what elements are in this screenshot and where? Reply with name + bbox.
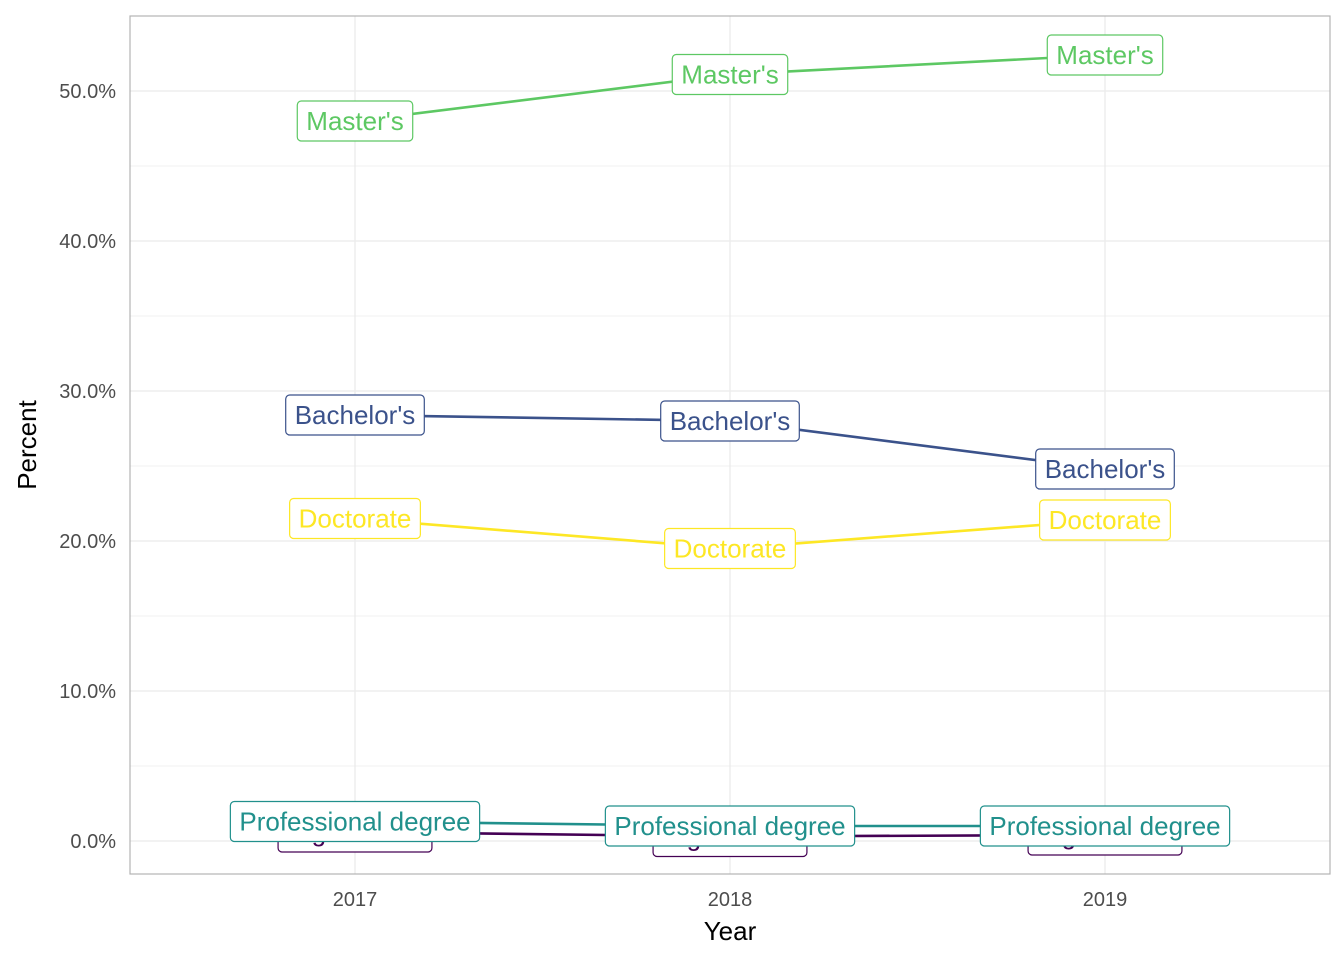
x-tick-label: 2017: [333, 889, 378, 911]
point-label-text: Professional degree: [989, 811, 1220, 841]
y-tick-label: 40.0%: [59, 231, 116, 253]
point-label-text: Bachelor's: [295, 400, 416, 430]
panel-border: [129, 15, 1331, 875]
series-point-labels: High schoolHigh schoolHigh schoolBachelo…: [229, 34, 1231, 858]
point-label-text: Bachelor's: [670, 406, 791, 436]
point-label: Master's: [1046, 34, 1164, 76]
point-label-text: Professional degree: [239, 807, 470, 837]
point-label-text: Bachelor's: [1045, 454, 1166, 484]
x-axis-title: Year: [704, 916, 757, 946]
point-label: Professional degree: [604, 805, 856, 847]
point-label-box: [664, 527, 796, 570]
point-label-text: Doctorate: [1049, 505, 1162, 535]
y-tick-label: 50.0%: [59, 81, 116, 103]
x-axis-ticks: 2017 2018 2019: [333, 889, 1128, 911]
point-label-box: [604, 805, 856, 847]
point-label: Bachelor's: [285, 394, 425, 436]
point-label: Professional degree: [229, 800, 481, 843]
point-label-box: [285, 394, 425, 436]
y-tick-label: 0.0%: [70, 831, 116, 853]
y-axis-title: Percent: [12, 399, 42, 489]
point-label-text: Professional degree: [614, 811, 845, 841]
x-tick-label: 2019: [1083, 889, 1128, 911]
y-axis-ticks: 0.0% 10.0% 20.0% 30.0% 40.0% 50.0%: [59, 81, 116, 853]
point-label-box: [1035, 448, 1175, 490]
point-label: Bachelor's: [660, 400, 800, 442]
point-label-text: Doctorate: [674, 534, 787, 564]
point-label: Doctorate: [1039, 499, 1171, 541]
y-tick-label: 20.0%: [59, 531, 116, 553]
point-label: Doctorate: [664, 527, 796, 570]
point-label-box: [979, 805, 1231, 847]
point-label-box: [296, 100, 414, 142]
point-label-box: [289, 497, 421, 540]
y-tick-label: 10.0%: [59, 681, 116, 703]
grid-lines: [130, 16, 1330, 874]
point-label-text: Master's: [681, 60, 778, 90]
point-label: Master's: [671, 53, 789, 96]
point-label-box: [1039, 499, 1171, 541]
point-label: Master's: [296, 100, 414, 142]
y-tick-label: 30.0%: [59, 381, 116, 403]
point-label: Professional degree: [979, 805, 1231, 847]
point-label: Bachelor's: [1035, 448, 1175, 490]
point-label-text: Master's: [1056, 40, 1153, 70]
point-label-box: [229, 800, 481, 843]
point-label-box: [1046, 34, 1164, 76]
x-tick-label: 2018: [708, 889, 753, 911]
point-label-box: [671, 53, 789, 96]
point-label: Doctorate: [289, 497, 421, 540]
point-label-text: Doctorate: [299, 504, 412, 534]
point-label-box: [660, 400, 800, 442]
point-label-text: Master's: [306, 106, 403, 136]
